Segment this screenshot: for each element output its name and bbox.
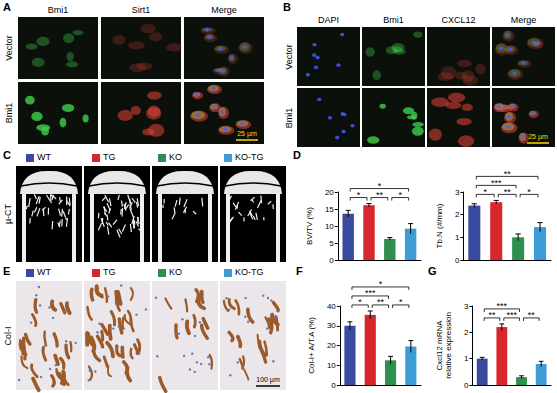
html-text:25 µm: 25 µm: [528, 132, 548, 140]
svg-text:1: 1: [464, 354, 469, 363]
svg-text:3: 3: [455, 188, 460, 197]
svg-text:**: **: [489, 310, 497, 320]
html-text:F: F: [296, 265, 303, 277]
svg-text:*: *: [399, 297, 403, 307]
html-text:Bmi1: Bmi1: [383, 14, 404, 25]
svg-text:*: *: [398, 190, 402, 200]
html-text:Vector: Vector: [283, 43, 294, 70]
svg-text:10: 10: [325, 222, 334, 231]
svg-text:30: 30: [327, 321, 336, 330]
html-text:TG: TG: [103, 152, 116, 162]
svg-text:*: *: [378, 181, 382, 191]
svg-text:40: 40: [327, 302, 336, 311]
svg-text:5: 5: [329, 239, 334, 248]
html-text:Bmi1: Bmi1: [47, 4, 69, 15]
svg-text:*: *: [357, 190, 361, 200]
html-text:A: A: [3, 1, 11, 13]
svg-text:10: 10: [327, 361, 336, 370]
svg-text:Tb.N (#/mm): Tb.N (#/mm): [435, 203, 444, 248]
svg-text:*: *: [484, 187, 488, 197]
svg-text:1: 1: [455, 233, 460, 242]
html-text:KO: KO: [169, 267, 182, 277]
svg-text:**: **: [376, 190, 384, 200]
svg-text:**: **: [504, 169, 512, 179]
svg-text:relative expression: relative expression: [444, 312, 453, 379]
svg-text:20: 20: [325, 188, 334, 197]
svg-text:20: 20: [327, 341, 336, 350]
svg-text:2: 2: [464, 328, 469, 337]
html-text:Sirt1: Sirt1: [131, 4, 151, 15]
svg-text:Cxcl12 mRNA: Cxcl12 mRNA: [435, 320, 444, 371]
html-text:WT: WT: [37, 267, 51, 277]
svg-text:2: 2: [455, 210, 460, 219]
svg-text:0: 0: [329, 256, 334, 265]
html-text:KO-TG: KO-TG: [235, 267, 264, 277]
svg-text:BV/TV (%): BV/TV (%): [305, 207, 314, 245]
svg-text:0: 0: [455, 256, 460, 265]
html-text:Merge: Merge: [510, 14, 537, 25]
svg-text:**: **: [504, 187, 512, 197]
svg-text:***: ***: [497, 301, 508, 311]
html-text:100 µm: 100 µm: [256, 375, 280, 383]
svg-text:Col-I+ A/T.A (%): Col-I+ A/T.A (%): [307, 317, 316, 374]
svg-text:***: ***: [491, 178, 502, 188]
html-text:B: B: [283, 1, 291, 13]
html-text:Merge: Merge: [211, 4, 237, 15]
svg-text:0: 0: [331, 381, 336, 390]
svg-text:***: ***: [365, 288, 376, 298]
svg-text:*: *: [358, 297, 362, 307]
html-text:WT: WT: [37, 152, 51, 162]
html-text:C: C: [3, 149, 11, 161]
svg-text:***: ***: [506, 310, 517, 320]
html-text:E: E: [3, 265, 11, 277]
svg-text:*: *: [527, 187, 531, 197]
svg-text:*: *: [379, 279, 383, 289]
html-text:Col-I: Col-I: [2, 326, 13, 345]
svg-text:0: 0: [464, 381, 469, 390]
html-text:G: G: [428, 265, 437, 277]
svg-text:**: **: [528, 310, 536, 320]
html-text:µ-CT: µ-CT: [2, 203, 13, 225]
html-text:Bmi1: Bmi1: [3, 102, 14, 124]
html-text:D: D: [293, 149, 301, 161]
html-text:KO: KO: [169, 152, 182, 162]
html-text:DAPI: DAPI: [318, 14, 339, 25]
html-text:CXCL12: CXCL12: [441, 14, 476, 25]
svg-text:3: 3: [464, 302, 469, 311]
svg-text:15: 15: [325, 205, 334, 214]
html-text:KO-TG: KO-TG: [235, 152, 264, 162]
html-text:TG: TG: [103, 267, 116, 277]
html-text:Vector: Vector: [3, 35, 14, 61]
html-text:25 µm: 25 µm: [237, 129, 257, 137]
html-text:Bmi1: Bmi1: [283, 107, 294, 128]
svg-text:**: **: [377, 297, 385, 307]
